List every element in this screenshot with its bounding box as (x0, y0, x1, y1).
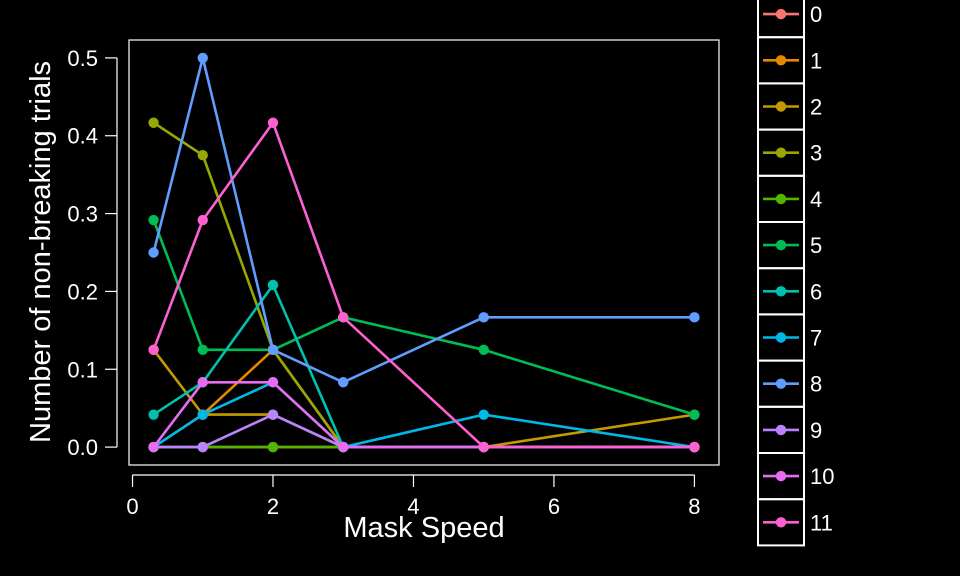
legend-key-marker (775, 378, 787, 389)
y-tick-label: 0.1 (67, 357, 98, 382)
data-point (197, 344, 208, 355)
legend-key-marker (775, 239, 787, 251)
legend-key-marker (775, 147, 787, 158)
series-line (152, 56, 695, 384)
x-tick-label: 8 (688, 494, 700, 519)
data-point (197, 150, 208, 161)
legend: 0 1 2 3 4 5 6 7 8 9 10 11 (757, 0, 834, 547)
data-point (148, 214, 159, 226)
data-point (148, 117, 159, 128)
y-tick-label: 0.0 (67, 435, 98, 460)
data-point (689, 409, 700, 420)
legend-key-marker (775, 101, 787, 112)
plot-frame (128, 39, 720, 466)
x-tick-label: 0 (126, 494, 138, 519)
data-point (338, 441, 349, 453)
data-point (478, 441, 489, 453)
data-point (478, 312, 489, 323)
y-axis: 0.0 0.1 0.2 0.3 0.4 0.5 (67, 46, 118, 460)
legend-label: 7 (810, 326, 822, 351)
data-point (197, 377, 208, 388)
data-point (148, 441, 159, 453)
legend-label: 5 (810, 233, 822, 258)
legend-label: 10 (810, 464, 834, 489)
data-point (197, 52, 208, 64)
legend-label: 9 (810, 418, 822, 443)
legend-label: 3 (810, 141, 822, 166)
series-11 (148, 117, 700, 453)
y-tick-label: 0.2 (67, 279, 98, 304)
legend-key-marker (775, 8, 787, 20)
data-point (267, 409, 279, 420)
x-tick-label: 4 (407, 494, 419, 519)
data-point (197, 409, 208, 420)
data-point (689, 441, 700, 453)
legend-label: 8 (810, 372, 822, 397)
series-layer (148, 52, 700, 453)
legend-key-marker (775, 517, 787, 528)
data-point (148, 344, 159, 355)
legend-item: 10 (757, 452, 834, 501)
legend-key-marker (775, 286, 787, 297)
data-point (478, 344, 489, 355)
x-axis-title: Mask Speed (343, 512, 504, 544)
data-point (267, 377, 279, 388)
legend-label: 4 (810, 187, 822, 212)
legend-item: 7 (757, 313, 822, 362)
x-axis: 0 2 4 6 8 (126, 474, 701, 519)
data-point (478, 409, 489, 420)
data-point (267, 344, 279, 355)
series-line (152, 219, 695, 416)
data-point (267, 279, 279, 291)
legend-item: 11 (757, 498, 833, 547)
data-point (148, 247, 159, 258)
data-point (267, 117, 279, 128)
legend-label: 1 (810, 48, 822, 73)
y-axis-title: Number of non-breaking trials (25, 61, 57, 443)
data-point (338, 312, 349, 323)
data-point (197, 214, 208, 226)
legend-label: 2 (810, 95, 822, 120)
data-point (689, 312, 700, 323)
legend-key-marker (775, 55, 787, 66)
x-tick-label: 6 (548, 494, 560, 519)
legend-key-marker (775, 470, 787, 482)
series-8 (148, 52, 700, 388)
legend-key-box (757, 498, 805, 547)
legend-key-marker (775, 193, 787, 205)
series-line (152, 121, 695, 449)
y-tick-label: 0.4 (67, 124, 98, 149)
data-point (148, 409, 159, 420)
data-point (267, 441, 279, 453)
x-tick-label: 2 (267, 494, 279, 519)
legend-item: 6 (757, 267, 822, 316)
legend-item: 2 (757, 82, 822, 131)
data-point (197, 441, 208, 453)
legend-label: 6 (810, 279, 822, 304)
y-tick-label: 0.5 (67, 46, 98, 71)
legend-key-marker (775, 332, 787, 343)
legend-label: 0 (810, 2, 822, 27)
y-tick-label: 0.3 (67, 202, 98, 227)
data-point (338, 377, 349, 388)
legend-key-marker (775, 424, 787, 436)
legend-label: 11 (810, 510, 833, 535)
